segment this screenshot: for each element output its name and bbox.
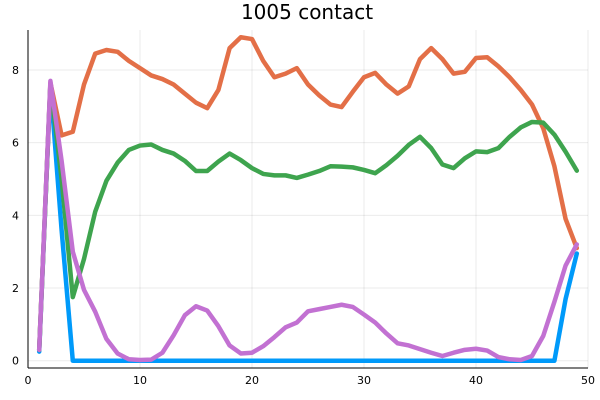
y-tick-label: 6 <box>12 137 19 150</box>
x-tick-label: 50 <box>581 374 595 387</box>
x-tick-label: 40 <box>469 374 483 387</box>
y-tick-label: 4 <box>12 209 19 222</box>
x-tick-label: 0 <box>25 374 32 387</box>
y-tick-label: 2 <box>12 282 19 295</box>
series-layer <box>36 35 580 363</box>
x-tick-label: 10 <box>133 374 147 387</box>
series-line-3 <box>36 82 580 353</box>
y-tick-label: 8 <box>12 64 19 77</box>
x-tick-label: 20 <box>245 374 259 387</box>
y-tick-label: 0 <box>12 355 19 368</box>
series-line-4 <box>36 78 580 363</box>
series-line-2 <box>36 35 580 353</box>
tick-labels: 0 10 20 30 40 50 0 2 4 6 8 <box>12 64 595 387</box>
series-line-1 <box>36 82 580 363</box>
chart-title: 1005 contact <box>241 0 373 24</box>
x-tick-label: 30 <box>357 374 371 387</box>
axes <box>27 30 588 369</box>
